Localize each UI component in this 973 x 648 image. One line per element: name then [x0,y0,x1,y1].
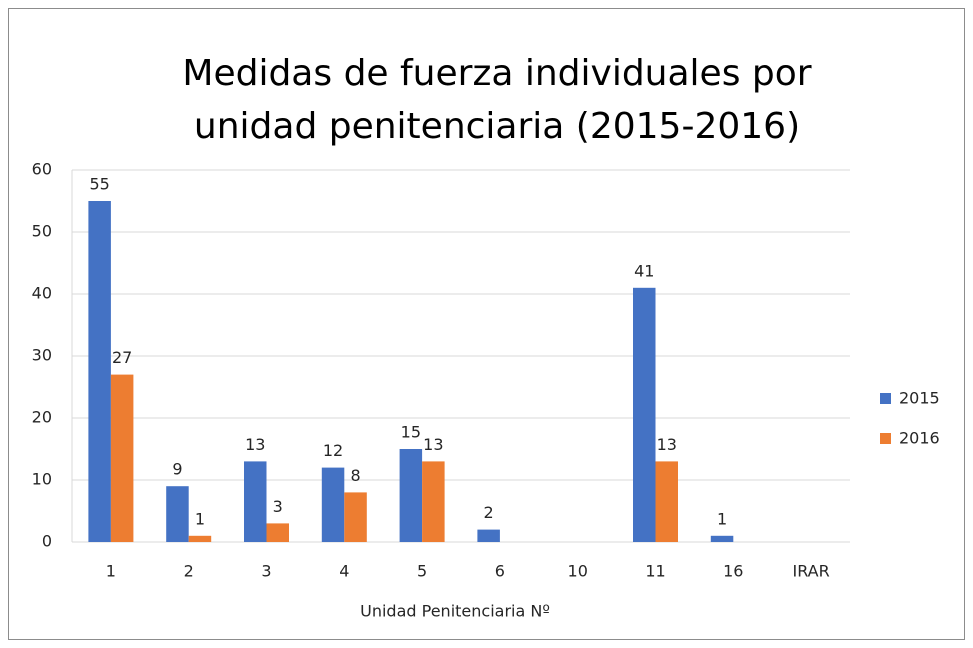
y-tick-label: 20 [32,408,52,427]
x-tick-label: 1 [106,562,116,581]
x-tick-label: 5 [417,562,427,581]
y-tick-label: 60 [32,160,52,179]
y-tick-label: 50 [32,222,52,241]
bar [710,535,734,542]
bar [321,467,345,542]
bar [266,523,289,542]
chart-border [8,8,965,640]
data-label: 27 [112,348,132,367]
data-label: 13 [657,435,677,454]
data-label: 15 [401,423,421,442]
y-tick-label: 10 [32,470,52,489]
x-tick-label: 6 [495,562,505,581]
bar [655,461,678,542]
legend-swatch [880,433,891,444]
x-tick-label: 3 [261,562,271,581]
x-tick-label: 4 [339,562,349,581]
data-label: 9 [172,460,182,479]
legend-label: 2015 [899,389,940,408]
bar [88,201,111,542]
x-tick-label: IRAR [792,562,829,581]
x-axis-label: Unidad Penitenciaria Nº [360,602,550,621]
y-tick-label: 40 [32,284,52,303]
bar [188,535,212,542]
data-label: 13 [423,435,443,454]
x-tick-label: 16 [723,562,743,581]
data-label: 41 [634,261,654,280]
bar [244,461,267,542]
y-tick-label: 30 [32,346,52,365]
bar [110,374,134,542]
data-label: 13 [245,435,265,454]
data-label: 2 [484,503,494,522]
x-tick-label: 10 [568,562,588,581]
x-tick-label: 2 [184,562,194,581]
data-label: 3 [273,497,283,516]
data-label: 55 [89,175,109,194]
bar [477,529,500,542]
data-label: 12 [323,441,343,460]
legend-swatch [880,393,891,404]
bar [166,486,189,542]
legend-label: 2016 [899,429,940,448]
bar [422,461,445,542]
bar [633,287,656,542]
bar [399,449,423,542]
y-tick-label: 0 [42,532,52,551]
data-label: 1 [717,509,727,528]
data-label: 1 [195,509,205,528]
chart-title: Medidas de fuerza individuales por unidad… [182,53,811,147]
bar [344,492,367,542]
data-label: 8 [350,466,360,485]
x-tick-label: 11 [645,562,665,581]
